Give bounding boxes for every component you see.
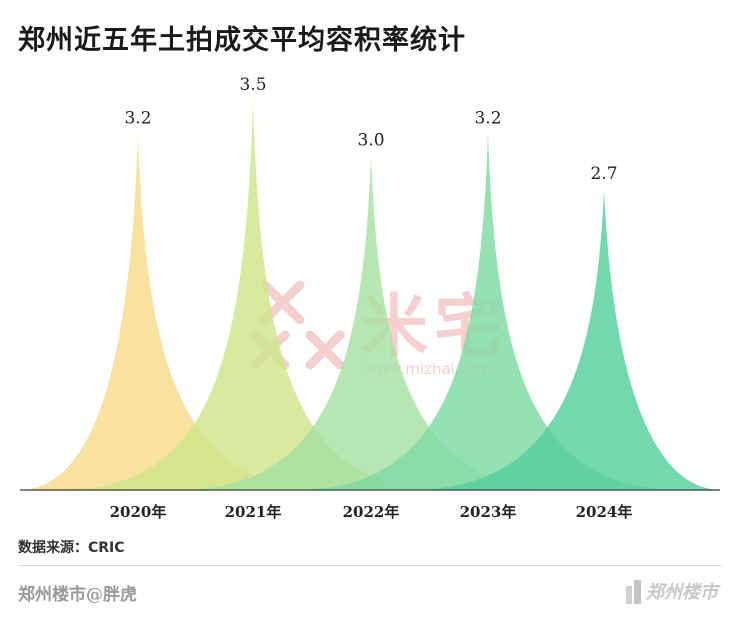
x-tick-label-1: 2020年 bbox=[110, 503, 167, 521]
x-tick-label-3: 2022年 bbox=[343, 503, 400, 521]
x-axis-tick-labels: 2020年 2021年 2022年 2023年 2024年 bbox=[110, 503, 633, 521]
data-source-note: 数据来源：CRIC bbox=[18, 540, 125, 556]
chart-value-labels: 3.2 3.5 3.0 3.2 2.7 bbox=[124, 75, 617, 184]
footer-logo-text: 郑州楼市 bbox=[646, 582, 718, 603]
building-icon bbox=[626, 580, 641, 604]
x-tick-label-5: 2024年 bbox=[576, 503, 633, 521]
peak-4 bbox=[298, 133, 678, 490]
peak-3 bbox=[181, 155, 561, 490]
value-label-2: 3.5 bbox=[239, 75, 266, 95]
value-label-3: 3.0 bbox=[357, 131, 384, 151]
chart-peaks bbox=[20, 100, 720, 490]
peak-1 bbox=[20, 133, 328, 490]
value-label-4: 3.2 bbox=[474, 108, 501, 128]
chart-canvas: 米宅 www.mizhai.com 3.23.53.03.22.7 2020年 2… bbox=[20, 75, 720, 521]
x-tick-label-4: 2023年 bbox=[460, 503, 517, 521]
footer-author: 郑州楼市@胖虎 bbox=[18, 585, 137, 605]
peak-2 bbox=[63, 100, 443, 490]
value-label-5: 2.7 bbox=[590, 164, 617, 184]
value-label-1: 3.2 bbox=[124, 108, 151, 128]
footer-divider bbox=[18, 565, 722, 566]
footer-logo: 郑州楼市 bbox=[622, 578, 718, 604]
x-tick-label-2: 2021年 bbox=[225, 503, 282, 521]
peak-5 bbox=[414, 189, 720, 490]
chart-title: 郑州近五年土拍成交平均容积率统计 bbox=[18, 25, 466, 56]
